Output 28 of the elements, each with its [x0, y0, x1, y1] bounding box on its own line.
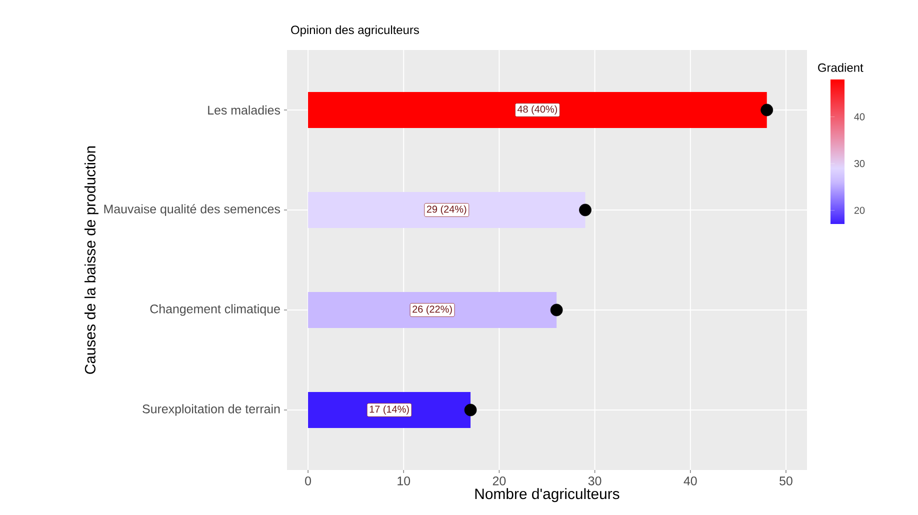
point — [579, 204, 592, 216]
data-label: 17 (14%) — [370, 405, 409, 415]
color-bar-label: 30 — [854, 160, 865, 168]
y-tick-label: Surexploitation de terrain — [142, 404, 280, 416]
x-tick-label: 50 — [780, 476, 792, 486]
color-bar-title: Gradient — [818, 63, 864, 72]
chart-title: Opinion des agriculteurs — [291, 25, 419, 36]
color-bar-label: 40 — [854, 113, 865, 120]
x-tick-label: 30 — [588, 476, 602, 486]
bar — [308, 92, 767, 128]
x-tick-label: 10 — [398, 476, 410, 486]
data-label: 29 (24%) — [426, 205, 466, 215]
y-axis-title: Causes de la baisse de production — [84, 146, 98, 374]
x-tick-label: 20 — [492, 476, 506, 486]
bar — [308, 192, 586, 228]
x-tick-label: 40 — [684, 476, 697, 486]
data-label: 48 (40%) — [517, 105, 558, 115]
y-tick-label: Changement climatique — [150, 304, 280, 316]
y-tick-label: Les maladies — [208, 105, 280, 115]
bar — [308, 292, 557, 328]
data-label: 26 (22%) — [412, 305, 452, 315]
y-tick-label: Mauvaise qualité des semences — [104, 204, 280, 216]
x-tick-label: 0 — [305, 476, 312, 486]
point — [760, 104, 774, 116]
point — [550, 304, 563, 316]
x-axis-title: Nombre d'agriculteurs — [475, 488, 620, 502]
point — [464, 404, 477, 416]
color-bar-label: 20 — [854, 206, 865, 214]
